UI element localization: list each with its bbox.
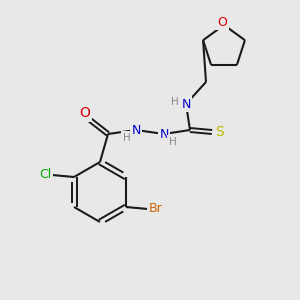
Text: O: O (80, 106, 90, 120)
Text: H: H (171, 97, 179, 107)
Text: N: N (131, 124, 141, 136)
Text: N: N (159, 128, 169, 140)
Text: Br: Br (149, 202, 163, 215)
Text: O: O (217, 16, 227, 28)
Text: Cl: Cl (39, 169, 51, 182)
Text: H: H (169, 137, 177, 147)
Text: H: H (123, 133, 131, 143)
Text: S: S (214, 125, 224, 139)
Text: N: N (181, 98, 191, 110)
